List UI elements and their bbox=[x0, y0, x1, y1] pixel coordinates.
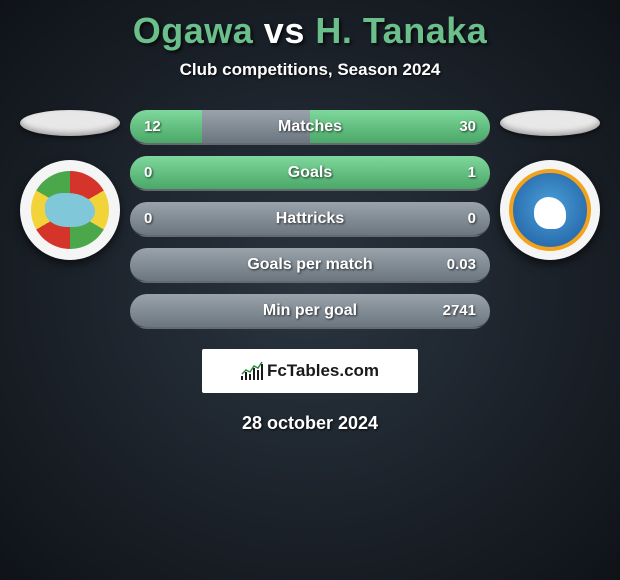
vs-text: vs bbox=[264, 10, 305, 51]
club-badge-icon bbox=[31, 171, 109, 249]
brand-text: FcTables.com bbox=[267, 361, 379, 381]
footer-date: 28 october 2024 bbox=[242, 413, 378, 434]
stat-value-left: 0 bbox=[144, 210, 152, 227]
main-row: 12 Matches 30 0 Goals 1 0 Hattricks 0 Goals per m… bbox=[0, 110, 620, 329]
right-side-column bbox=[500, 110, 600, 260]
player1-photo-placeholder bbox=[20, 110, 120, 136]
stat-value-right: 0 bbox=[468, 210, 476, 227]
subtitle: Club competitions, Season 2024 bbox=[180, 60, 441, 80]
brand-line-icon bbox=[241, 360, 263, 378]
stat-bar: 12 Matches 30 bbox=[130, 110, 490, 145]
player2-club-badge[interactable] bbox=[500, 160, 600, 260]
stat-value-left: 12 bbox=[144, 118, 161, 135]
stat-value-right: 2741 bbox=[443, 302, 476, 319]
club-badge-icon bbox=[509, 169, 591, 251]
stat-label: Hattricks bbox=[276, 210, 344, 228]
stat-bar: 0 Goals 1 bbox=[130, 156, 490, 191]
stat-value-right: 1 bbox=[468, 164, 476, 181]
page-title: Ogawa vs H. Tanaka bbox=[133, 10, 488, 52]
player1-club-badge[interactable] bbox=[20, 160, 120, 260]
stat-bar: 0 Hattricks 0 bbox=[130, 202, 490, 237]
stat-value-right: 30 bbox=[459, 118, 476, 135]
left-side-column bbox=[20, 110, 120, 260]
stat-label: Goals per match bbox=[247, 256, 372, 274]
player1-name: Ogawa bbox=[133, 10, 254, 51]
stat-value-right: 0.03 bbox=[447, 256, 476, 273]
stat-label: Matches bbox=[278, 118, 342, 136]
stats-column: 12 Matches 30 0 Goals 1 0 Hattricks 0 Goals per m… bbox=[130, 110, 490, 329]
brand-chart-icon bbox=[241, 362, 263, 380]
player2-photo-placeholder bbox=[500, 110, 600, 136]
stat-bar: Goals per match 0.03 bbox=[130, 248, 490, 283]
stat-label: Goals bbox=[288, 164, 332, 182]
stat-label: Min per goal bbox=[263, 302, 357, 320]
brand-box[interactable]: FcTables.com bbox=[202, 349, 418, 393]
stat-value-left: 0 bbox=[144, 164, 152, 181]
player2-name: H. Tanaka bbox=[315, 10, 487, 51]
comparison-widget: Ogawa vs H. Tanaka Club competitions, Se… bbox=[0, 0, 620, 434]
stat-bar: Min per goal 2741 bbox=[130, 294, 490, 329]
stat-fill-left bbox=[130, 110, 202, 143]
